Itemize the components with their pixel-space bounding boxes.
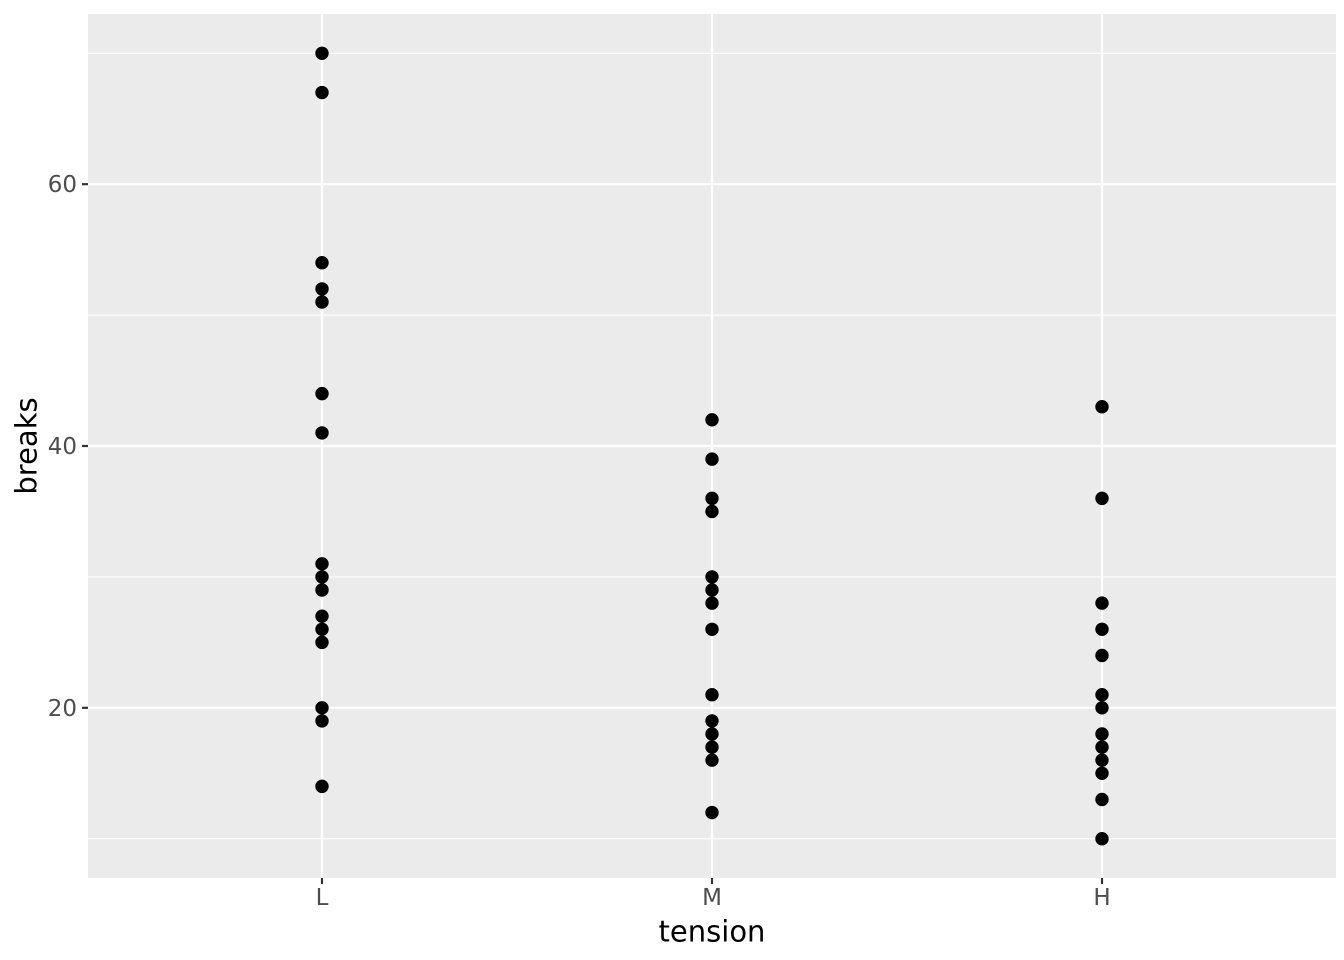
x-tick-label: H — [1093, 885, 1110, 911]
data-point — [315, 714, 329, 728]
data-point — [315, 583, 329, 597]
data-point — [1095, 400, 1109, 414]
data-point — [705, 570, 719, 584]
data-point — [1095, 622, 1109, 636]
data-point — [315, 609, 329, 623]
data-point — [705, 805, 719, 820]
data-point — [315, 85, 329, 100]
data-point — [705, 583, 719, 597]
data-point — [1095, 701, 1109, 715]
data-point — [705, 740, 719, 754]
x-tick-label: L — [316, 885, 329, 911]
data-point — [1095, 648, 1109, 663]
data-point — [315, 256, 329, 270]
data-point — [705, 688, 719, 702]
data-point — [315, 622, 329, 636]
x-tick-label: M — [702, 885, 722, 911]
y-tick-label: 40 — [48, 434, 77, 460]
data-point — [1095, 596, 1109, 610]
data-point — [705, 753, 719, 767]
data-point — [1095, 740, 1109, 754]
data-point — [705, 452, 719, 466]
data-point — [705, 622, 719, 636]
data-point — [1095, 688, 1109, 702]
data-point — [315, 701, 329, 715]
data-point — [315, 426, 329, 440]
y-tick-label: 60 — [48, 172, 77, 198]
data-point — [705, 714, 719, 728]
data-point — [1095, 727, 1109, 741]
data-point — [315, 295, 329, 309]
data-point — [1095, 766, 1109, 780]
data-point — [705, 727, 719, 741]
data-point — [705, 413, 719, 427]
x-axis-title: tension — [658, 914, 766, 949]
data-point — [705, 504, 719, 519]
data-point — [705, 596, 719, 610]
data-point — [315, 282, 329, 296]
data-point — [1095, 832, 1109, 846]
y-tick-label: 20 — [48, 696, 77, 722]
data-point — [1095, 753, 1109, 767]
data-point — [315, 635, 329, 650]
data-point — [315, 557, 329, 571]
y-axis-title: breaks — [9, 397, 44, 495]
data-point — [1095, 792, 1109, 807]
data-point — [315, 46, 329, 60]
data-point — [1095, 491, 1109, 506]
data-point — [315, 779, 329, 794]
data-point — [705, 491, 719, 506]
data-point — [315, 570, 329, 584]
data-point — [315, 386, 329, 401]
